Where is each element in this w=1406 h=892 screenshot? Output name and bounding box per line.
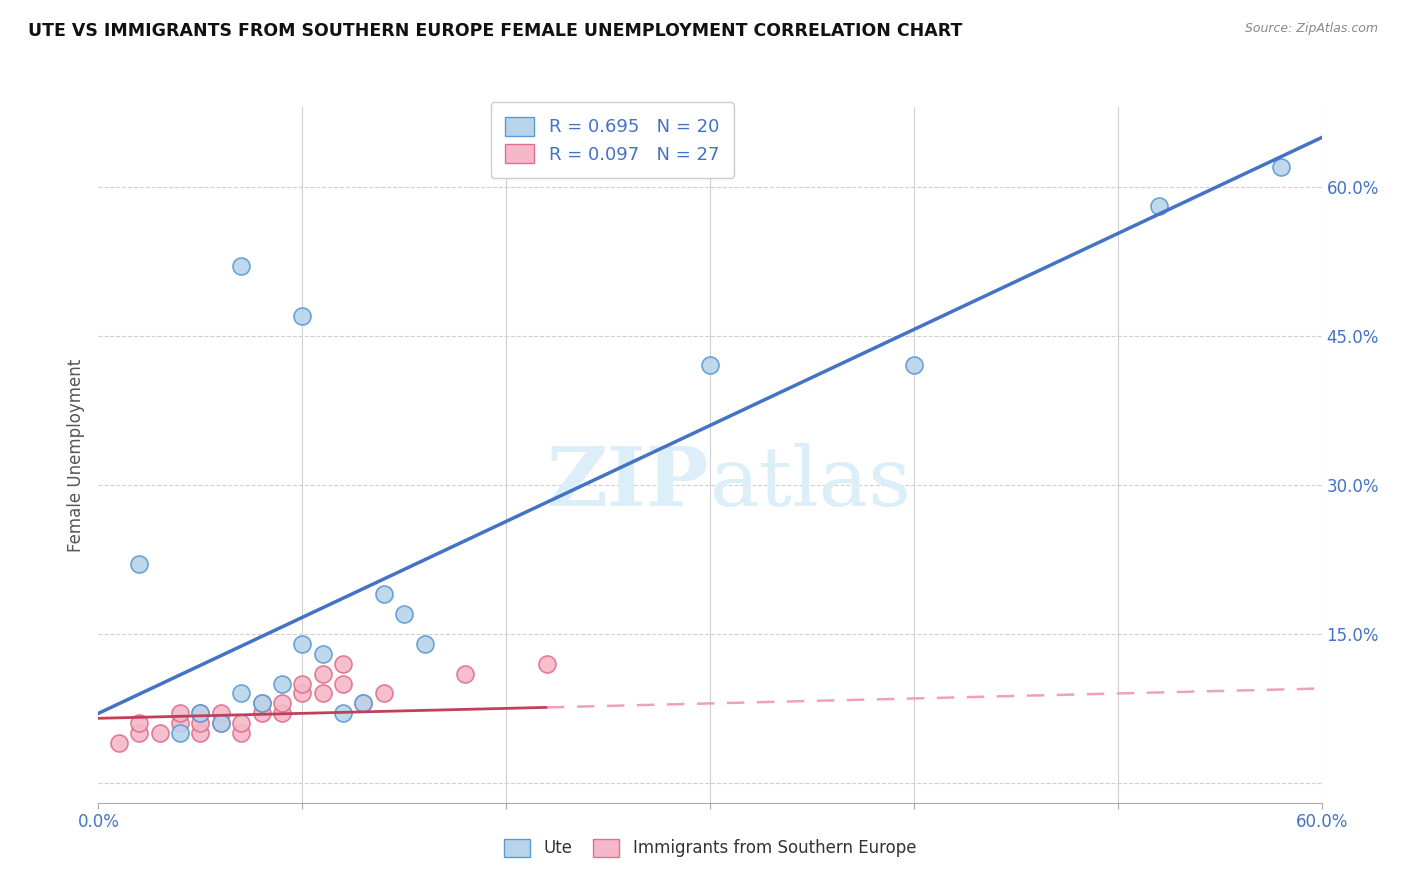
Point xyxy=(903,359,925,373)
Point xyxy=(352,697,374,711)
Point xyxy=(128,558,150,572)
Point xyxy=(250,706,273,721)
Point xyxy=(392,607,416,621)
Text: atlas: atlas xyxy=(710,442,912,523)
Point xyxy=(1147,199,1170,213)
Point xyxy=(270,697,294,711)
Point xyxy=(169,716,191,731)
Point xyxy=(169,726,191,740)
Point xyxy=(231,259,253,273)
Point xyxy=(188,706,212,721)
Legend: Ute, Immigrants from Southern Europe: Ute, Immigrants from Southern Europe xyxy=(498,832,922,864)
Point xyxy=(291,309,314,323)
Point xyxy=(699,359,721,373)
Text: Source: ZipAtlas.com: Source: ZipAtlas.com xyxy=(1244,22,1378,36)
Point xyxy=(291,686,314,700)
Point xyxy=(128,716,150,731)
Point xyxy=(250,697,273,711)
Point xyxy=(188,716,212,731)
Point xyxy=(312,647,335,661)
Point xyxy=(270,676,294,690)
Point xyxy=(209,716,232,731)
Point xyxy=(169,706,191,721)
Point xyxy=(188,726,212,740)
Point xyxy=(291,676,314,690)
Point xyxy=(209,706,232,721)
Text: UTE VS IMMIGRANTS FROM SOUTHERN EUROPE FEMALE UNEMPLOYMENT CORRELATION CHART: UTE VS IMMIGRANTS FROM SOUTHERN EUROPE F… xyxy=(28,22,963,40)
Point xyxy=(209,716,232,731)
Point xyxy=(108,736,131,750)
Point xyxy=(188,706,212,721)
Point xyxy=(413,637,436,651)
Point xyxy=(332,706,354,721)
Point xyxy=(536,657,558,671)
Point xyxy=(373,587,395,601)
Point xyxy=(352,697,374,711)
Point xyxy=(231,716,253,731)
Point xyxy=(373,686,395,700)
Point xyxy=(1270,160,1292,174)
Point xyxy=(250,697,273,711)
Point xyxy=(270,706,294,721)
Point xyxy=(231,726,253,740)
Point xyxy=(231,686,253,700)
Text: ZIP: ZIP xyxy=(547,442,710,523)
Point xyxy=(312,666,335,681)
Point xyxy=(332,657,354,671)
Point xyxy=(454,666,477,681)
Point xyxy=(312,686,335,700)
Point xyxy=(149,726,172,740)
Point xyxy=(291,637,314,651)
Y-axis label: Female Unemployment: Female Unemployment xyxy=(66,359,84,551)
Point xyxy=(332,676,354,690)
Point xyxy=(128,726,150,740)
